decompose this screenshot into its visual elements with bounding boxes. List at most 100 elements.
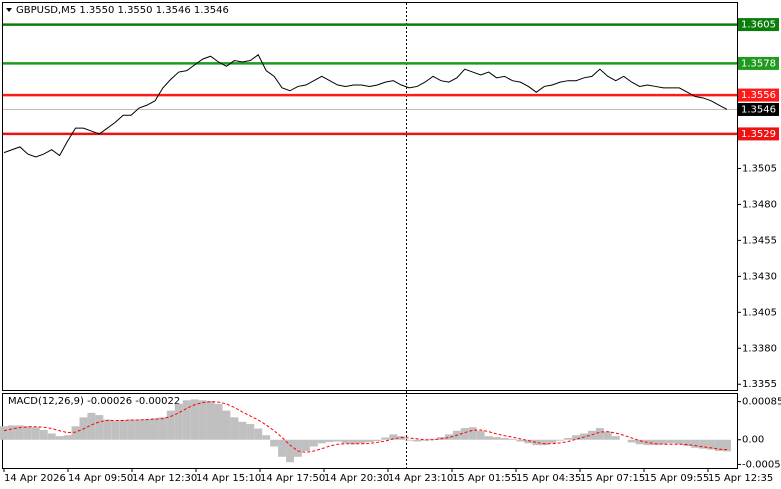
macd-bar bbox=[405, 439, 414, 441]
y-tick-label: 0.00 bbox=[742, 435, 764, 446]
macd-bar bbox=[158, 417, 167, 440]
macd-bar bbox=[222, 410, 231, 440]
price-line bbox=[3, 54, 728, 158]
macd-bar bbox=[389, 434, 398, 440]
macd-bar bbox=[683, 439, 692, 447]
macd-bar bbox=[572, 435, 581, 440]
macd-bar bbox=[484, 436, 493, 440]
y-tick-label: 1.3480 bbox=[742, 199, 777, 210]
current-price-box bbox=[738, 102, 779, 116]
macd-title: MACD(12,26,9) -0.00026 -0.00022 bbox=[8, 396, 180, 407]
macd-bar bbox=[150, 418, 159, 440]
macd-bar bbox=[166, 410, 175, 440]
x-tick-label: 15 Apr 09:55 bbox=[644, 473, 709, 484]
macd-bar bbox=[548, 439, 557, 444]
x-tick-label: 14 Apr 20:30 bbox=[324, 473, 389, 484]
macd-bar bbox=[135, 419, 144, 440]
macd-bar bbox=[333, 439, 342, 442]
x-tick-label: 14 Apr 12:30 bbox=[132, 473, 197, 484]
macd-bar bbox=[214, 403, 223, 440]
macd-bar bbox=[301, 439, 310, 451]
x-tick-label: 15 Apr 07:15 bbox=[580, 473, 645, 484]
macd-bar bbox=[723, 439, 731, 452]
macd-bar bbox=[659, 439, 668, 445]
macd-bar bbox=[246, 424, 255, 440]
macd-bar bbox=[317, 439, 326, 444]
level-label: 1.3605 bbox=[741, 20, 776, 31]
macd-bar bbox=[381, 437, 390, 440]
macd-bar bbox=[262, 435, 271, 440]
level-label-box bbox=[738, 18, 779, 32]
level-label-box bbox=[738, 88, 779, 102]
macd-bar bbox=[71, 426, 80, 440]
macd-bar bbox=[190, 399, 199, 440]
macd-bar bbox=[603, 431, 612, 440]
macd-bar bbox=[373, 439, 382, 442]
macd-bar bbox=[87, 412, 96, 440]
menu-icon bbox=[6, 8, 12, 12]
macd-bar bbox=[444, 434, 453, 440]
macd-bar bbox=[635, 439, 644, 445]
y-tick-label: 0.00085 bbox=[742, 397, 781, 408]
x-tick-label: 15 Apr 12:35 bbox=[708, 473, 773, 484]
macd-bar bbox=[127, 419, 136, 440]
macd-bar bbox=[476, 430, 485, 440]
macd-bar bbox=[421, 439, 430, 441]
level-label-box bbox=[738, 127, 779, 141]
macd-bar bbox=[119, 420, 128, 440]
macd-bar bbox=[278, 439, 287, 457]
macd-bar bbox=[715, 439, 724, 451]
macd-bar bbox=[63, 435, 72, 440]
y-tick-label: 1.3355 bbox=[742, 379, 777, 390]
macd-bar bbox=[699, 439, 708, 449]
x-tick-label: 14 Apr 15:10 bbox=[196, 473, 261, 484]
y-tick-label: -0.00055 bbox=[742, 459, 781, 470]
macd-bar bbox=[15, 425, 24, 440]
x-tick-label: 14 Apr 2026 bbox=[4, 473, 66, 484]
macd-bar bbox=[413, 439, 422, 442]
macd-bar bbox=[23, 426, 32, 440]
macd-bar bbox=[0, 426, 8, 440]
macd-bar bbox=[286, 439, 294, 463]
macd-bar bbox=[47, 433, 56, 440]
macd-bar bbox=[143, 419, 151, 440]
macd-bar bbox=[532, 439, 541, 446]
signal-line bbox=[3, 401, 728, 453]
main-frame bbox=[2, 2, 738, 391]
y-tick-label: 1.3430 bbox=[742, 271, 777, 282]
macd-bar bbox=[39, 429, 48, 440]
macd-bar bbox=[206, 401, 215, 440]
macd-bar bbox=[111, 420, 120, 440]
x-tick-label: 14 Apr 23:10 bbox=[388, 473, 453, 484]
macd-bar bbox=[595, 428, 604, 440]
y-tick-label: 1.3405 bbox=[742, 307, 777, 318]
macd-bar bbox=[611, 436, 620, 440]
macd-bar bbox=[675, 439, 684, 445]
macd-bar bbox=[174, 403, 183, 440]
macd-bar bbox=[325, 439, 334, 442]
macd-bar bbox=[293, 439, 302, 457]
y-tick-label: 1.3455 bbox=[742, 235, 777, 246]
macd-bar bbox=[103, 419, 112, 440]
macd-bar bbox=[492, 437, 501, 440]
macd-bar bbox=[349, 439, 358, 445]
macd-bar bbox=[691, 439, 700, 448]
macd-bar bbox=[651, 439, 660, 446]
x-tick-label: 14 Apr 09:50 bbox=[68, 473, 133, 484]
macd-bar bbox=[309, 439, 318, 447]
macd-bar bbox=[564, 437, 573, 440]
macd-bar bbox=[627, 439, 636, 443]
macd-bar bbox=[198, 400, 207, 440]
macd-bar bbox=[55, 436, 64, 440]
macd-bar bbox=[540, 439, 549, 446]
level-label-box bbox=[738, 56, 779, 70]
macd-bar bbox=[667, 439, 676, 444]
macd-bar bbox=[230, 417, 239, 440]
macd-bar bbox=[95, 415, 104, 440]
macd-bar bbox=[182, 400, 191, 440]
x-tick-label: 14 Apr 17:50 bbox=[260, 473, 325, 484]
macd-bar bbox=[524, 439, 533, 444]
level-label: 1.3556 bbox=[741, 90, 776, 101]
